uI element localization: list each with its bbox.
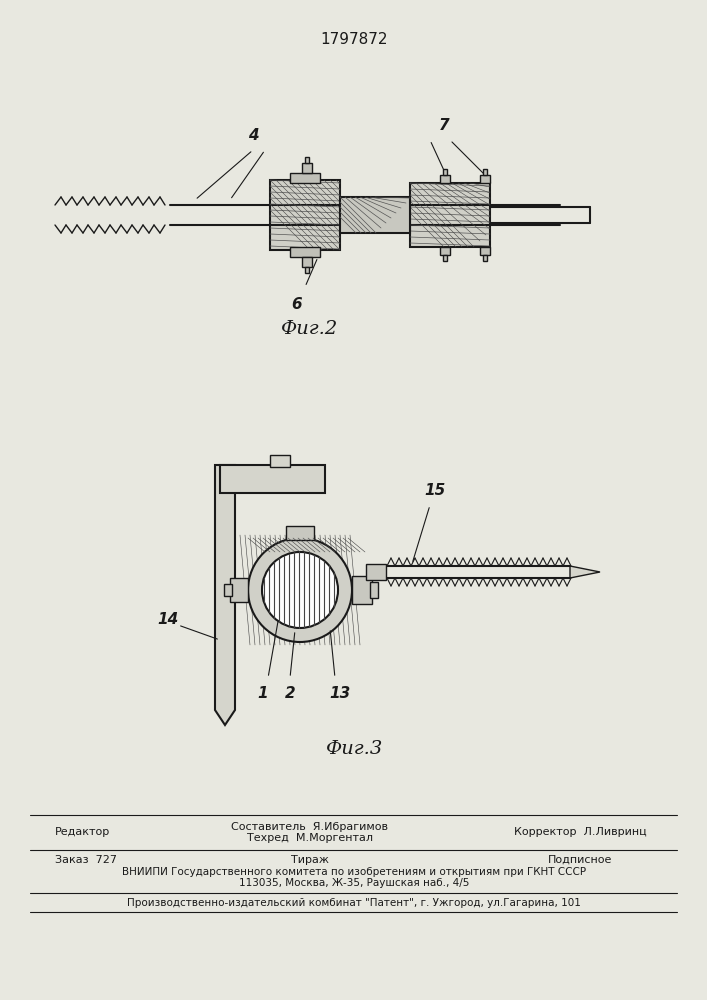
Bar bbox=[290, 247, 320, 257]
Bar bbox=[340, 197, 410, 233]
Text: Фиг.2: Фиг.2 bbox=[281, 320, 339, 338]
Text: 1: 1 bbox=[257, 686, 269, 701]
Text: 2: 2 bbox=[285, 686, 296, 701]
Text: Техред  М.Моргентал: Техред М.Моргентал bbox=[247, 833, 373, 843]
Bar bbox=[302, 257, 312, 267]
Text: Производственно-издательский комбинат "Патент", г. Ужгород, ул.Гагарина, 101: Производственно-издательский комбинат "П… bbox=[127, 898, 581, 908]
Bar bbox=[270, 455, 290, 467]
Bar bbox=[443, 169, 447, 175]
Text: Составитель  Я.Ибрагимов: Составитель Я.Ибрагимов bbox=[231, 822, 389, 832]
Bar bbox=[480, 247, 490, 255]
Bar bbox=[270, 180, 340, 250]
Bar bbox=[220, 465, 325, 493]
Circle shape bbox=[262, 552, 338, 628]
Bar bbox=[483, 255, 487, 261]
Bar bbox=[480, 175, 490, 183]
Text: 1797872: 1797872 bbox=[320, 32, 387, 47]
Text: ВНИИПИ Государственного комитета по изобретениям и открытиям при ГКНТ СССР: ВНИИПИ Государственного комитета по изоб… bbox=[122, 867, 586, 877]
Bar bbox=[443, 255, 447, 261]
Circle shape bbox=[248, 538, 352, 642]
Bar bbox=[366, 564, 386, 580]
Bar bbox=[305, 267, 309, 273]
Text: Подписное: Подписное bbox=[548, 855, 612, 865]
Polygon shape bbox=[215, 465, 235, 725]
Bar bbox=[440, 175, 450, 183]
Bar bbox=[483, 169, 487, 175]
Text: Редактор: Редактор bbox=[55, 827, 110, 837]
Bar bbox=[370, 582, 378, 598]
Bar bbox=[230, 578, 248, 602]
Text: Тираж: Тираж bbox=[291, 855, 329, 865]
Text: 113035, Москва, Ж-35, Раушская наб., 4/5: 113035, Москва, Ж-35, Раушская наб., 4/5 bbox=[239, 878, 469, 888]
Text: 14: 14 bbox=[158, 612, 179, 628]
Text: Фиг.3: Фиг.3 bbox=[327, 740, 384, 758]
Text: 4: 4 bbox=[247, 128, 258, 143]
Text: Корректор  Л.Ливринц: Корректор Л.Ливринц bbox=[514, 827, 646, 837]
Bar bbox=[305, 157, 309, 163]
Text: Заказ  727: Заказ 727 bbox=[55, 855, 117, 865]
Polygon shape bbox=[570, 566, 600, 578]
Text: 13: 13 bbox=[329, 686, 351, 701]
Bar bbox=[352, 576, 372, 604]
Text: 6: 6 bbox=[292, 297, 303, 312]
Bar bbox=[410, 183, 490, 247]
Text: 7: 7 bbox=[438, 118, 450, 133]
Bar bbox=[224, 584, 232, 596]
Bar bbox=[290, 173, 320, 183]
Bar bbox=[286, 526, 314, 540]
Text: 15: 15 bbox=[424, 483, 445, 498]
Bar bbox=[440, 247, 450, 255]
Bar bbox=[302, 163, 312, 173]
